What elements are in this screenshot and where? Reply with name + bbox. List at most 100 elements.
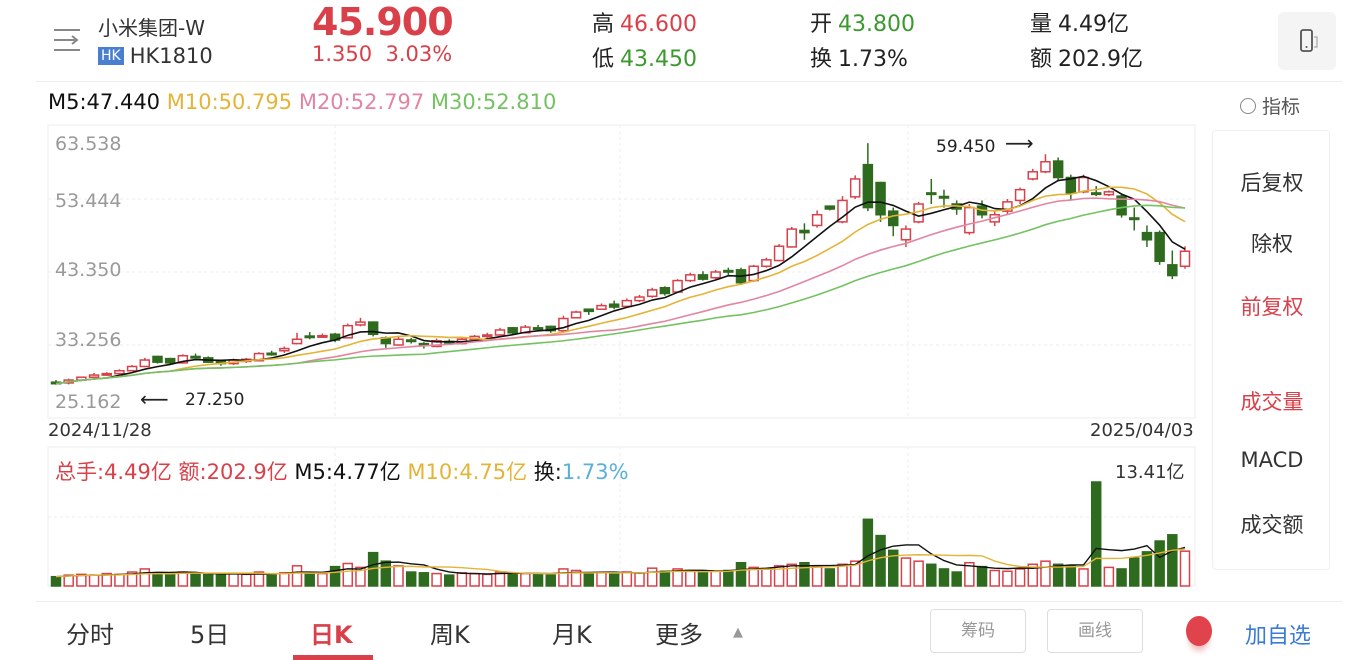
record-dot-icon[interactable] (1186, 616, 1212, 646)
candle-down (875, 181, 886, 216)
candle-down (266, 352, 277, 356)
volume-bar (520, 572, 531, 587)
change-value: 1.350 (312, 42, 373, 66)
volume-bar (697, 572, 709, 587)
tab-1[interactable]: 5日 (190, 621, 230, 649)
kline-chart[interactable] (0, 0, 1360, 600)
stat-label: 开 (810, 12, 833, 37)
candle-down (887, 210, 899, 227)
stock-name: 小米集团-W (98, 16, 205, 40)
volume-max-label: 13.41亿 (1115, 462, 1185, 483)
stat-3: 低 43.450 (592, 41, 697, 73)
menu-arrow-icon[interactable] (54, 28, 84, 52)
side-item-1[interactable]: 除权 (1251, 232, 1293, 256)
side-item-0[interactable]: 后复权 (1240, 171, 1304, 195)
volume-bar (887, 549, 899, 587)
stat-label: 高 (592, 12, 615, 37)
ma-legend: M5:47.440 M10:50.795 M20:52.797 M30:52.8… (48, 90, 556, 114)
stat-label: 低 (592, 47, 615, 72)
stat-4: 换 1.73% (810, 41, 908, 73)
candle-up (710, 271, 721, 279)
volume-bar (139, 568, 151, 587)
x-start-label: 2024/11/28 (48, 420, 152, 441)
tab-4[interactable]: 月K (552, 621, 592, 649)
volume-bar (50, 575, 62, 587)
chips-button[interactable]: 筹码 (930, 609, 1026, 653)
price-change: 1.350 3.03% (312, 42, 452, 66)
volume-bar (570, 569, 582, 587)
volume-bar (152, 572, 163, 587)
indicator-button[interactable]: 指标 (1240, 92, 1300, 119)
candle-up (1078, 176, 1089, 193)
volume-bar (558, 568, 569, 587)
tab-2[interactable]: 日K (310, 621, 353, 649)
tab-3[interactable]: 周K (430, 621, 470, 649)
volume-bar (583, 572, 595, 587)
ma30-value: M30:52.810 (430, 90, 557, 114)
volume-bar (76, 573, 87, 587)
side-item-2[interactable]: 前复权 (1240, 295, 1304, 319)
candle-up (773, 245, 785, 262)
volume-bar (634, 572, 645, 587)
volume-bar (1040, 560, 1051, 587)
candle-down (1090, 192, 1102, 196)
candle-up (1103, 191, 1115, 196)
candle-up (570, 311, 582, 319)
candle-up (431, 339, 442, 348)
side-item-5[interactable]: 成交额 (1240, 513, 1304, 537)
volume-bar (824, 568, 836, 587)
volume-bar (469, 572, 480, 587)
candle-down (1154, 231, 1165, 263)
rotate-screen-button[interactable] (1278, 12, 1336, 70)
volume-bar (164, 573, 176, 587)
add-watchlist-button[interactable]: 加自选 (1245, 624, 1312, 649)
stat-value: 1.73% (838, 47, 908, 72)
candle-down (659, 286, 671, 295)
tab-0[interactable]: 分时 (66, 621, 114, 649)
code-text: HK1810 (129, 44, 213, 68)
candle-up (482, 334, 493, 338)
vol-ma10: M10:4.75亿 (407, 460, 528, 484)
volume-bar (342, 562, 354, 587)
candle-up (291, 338, 303, 345)
volume-bar (380, 560, 392, 587)
candle-up (114, 370, 125, 375)
volume-bar (608, 573, 620, 587)
candle-down (926, 192, 937, 196)
total-volume: 总手:4.49亿 (55, 460, 172, 484)
volume-bar (355, 566, 366, 587)
candle-up (177, 354, 189, 364)
volume-bar (177, 571, 189, 587)
candle-up (317, 334, 328, 338)
volume-bar (723, 569, 734, 587)
volume-bar (317, 572, 328, 587)
candle-up (1014, 188, 1026, 202)
volume-bar (545, 574, 556, 587)
side-item-4[interactable]: MACD (1240, 448, 1304, 472)
candle-up (101, 372, 112, 376)
volume-bar (786, 563, 798, 587)
tab-5[interactable]: 更多 (655, 621, 703, 649)
volume-bar (202, 573, 214, 587)
market-badge: HK (98, 47, 124, 65)
side-item-3[interactable]: 成交量 (1240, 390, 1304, 414)
candle-down (862, 163, 874, 209)
draw-line-button[interactable]: 画线 (1047, 609, 1143, 653)
candle-down (938, 195, 950, 199)
volume-bar (672, 568, 683, 587)
candle-up (837, 199, 848, 223)
triangle-up-icon[interactable]: ▲ (733, 625, 743, 640)
vol-ma10-line (55, 548, 1186, 578)
volume-bar (596, 572, 607, 587)
volume-bar (215, 574, 227, 587)
volume-bar (1154, 540, 1165, 587)
candle-up (1040, 161, 1051, 173)
indicator-label: 指标 (1262, 96, 1301, 118)
volume-bar (685, 569, 696, 587)
candle-down (583, 308, 595, 313)
volume-bar (1052, 563, 1064, 587)
volume-bar (1014, 568, 1026, 587)
current-price: 45.900 (312, 0, 454, 44)
candle-down (1116, 195, 1127, 216)
stat-value: 4.49亿 (1058, 12, 1130, 37)
